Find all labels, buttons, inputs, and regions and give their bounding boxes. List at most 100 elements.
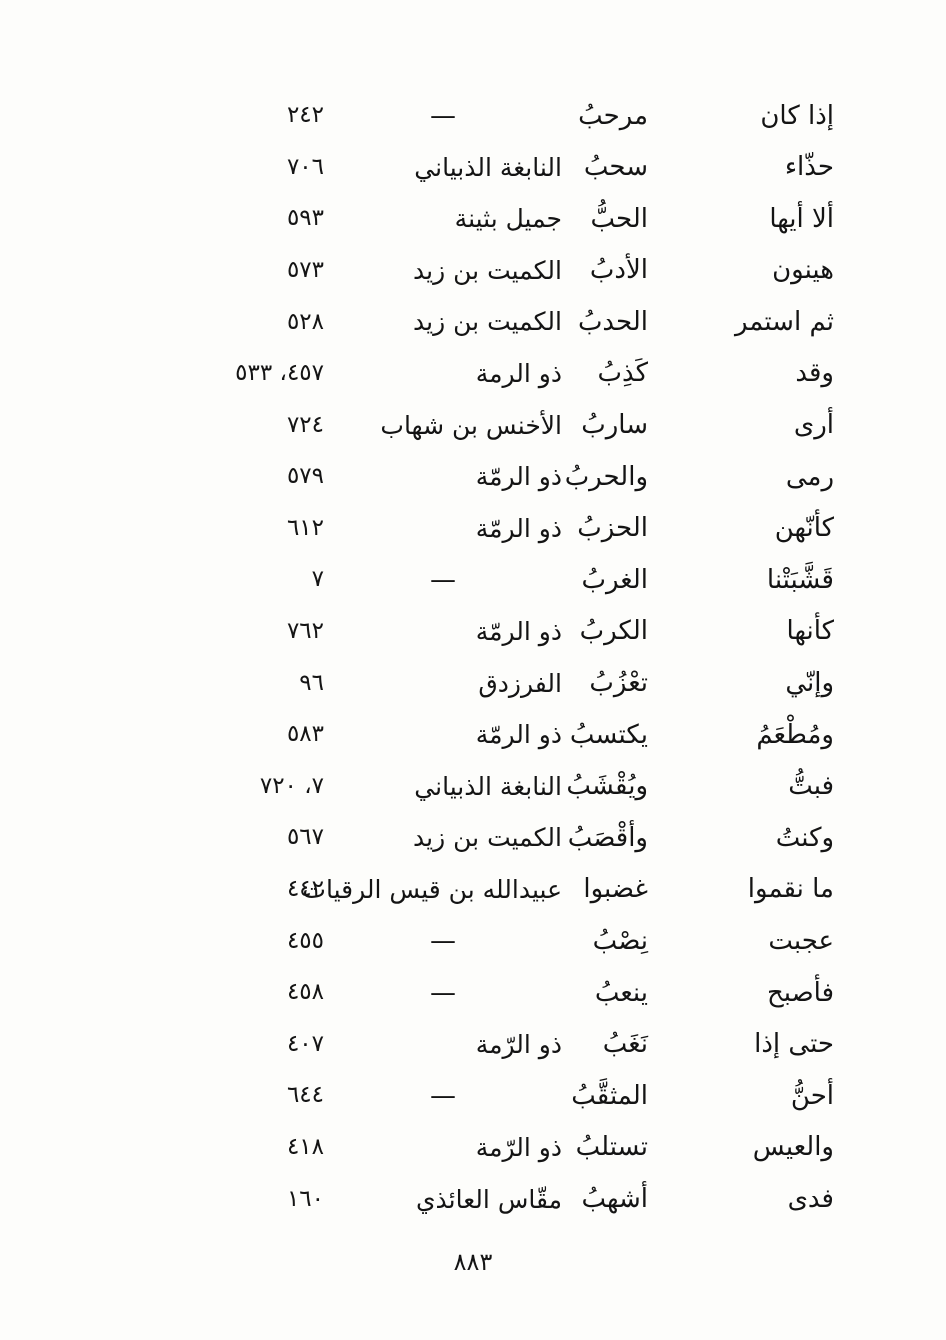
- page-ref: ٧، ٧٢٠: [259, 772, 324, 799]
- poet-name: —: [430, 926, 456, 956]
- poet-name: النابغة الذبياني: [414, 152, 562, 182]
- rhyme-word: ساربُ: [581, 410, 648, 441]
- page-ref: ٤٥٨: [286, 979, 324, 1006]
- poet-name: عبيدالله بن قيس الرقيات: [302, 874, 562, 904]
- index-row: ما نقموا غضبوا عبيدالله بن قيس الرقيات ٤٤٢: [0, 864, 834, 916]
- verse-opening: وقد: [795, 358, 834, 389]
- verse-opening: فأصبح: [766, 977, 834, 1008]
- rhyme-word: نَغَبُ: [602, 1029, 648, 1060]
- page-ref: ٥٦٧: [286, 824, 324, 851]
- poet-name: ذو الرّمة: [475, 1029, 562, 1059]
- index-row: هينون الأدبُ الكميت بن زيد ٥٧٣: [0, 245, 834, 297]
- index-row: رمى والحربُ ذو الرمّة ٥٧٩: [0, 451, 834, 503]
- page-ref: ٥٨٣: [286, 721, 324, 748]
- verse-opening: رمى: [785, 461, 834, 492]
- rhyme-word: وأقْصَبُ: [567, 822, 648, 853]
- verse-opening: ألا أيها: [769, 203, 834, 234]
- index-row: وكنتُ وأقْصَبُ الكميت بن زيد ٥٦٧: [0, 812, 834, 864]
- rhyme-word: تعْزُبُ: [589, 668, 648, 699]
- verse-opening: هينون: [772, 255, 834, 286]
- verse-opening: أحنُّ: [790, 1080, 834, 1111]
- poet-name: —: [430, 1080, 456, 1111]
- verse-opening: وإنّي: [785, 668, 834, 699]
- verse-opening: وكنتُ: [775, 822, 834, 853]
- verse-opening: كأنّهن: [774, 513, 834, 544]
- index-row: وقد كَذِبُ ذو الرمة ٤٥٧، ٥٣٣: [0, 348, 834, 400]
- page-ref: ٤٥٧، ٥٣٣: [235, 360, 324, 387]
- poet-name: مقّاس العائذي: [415, 1184, 562, 1214]
- verse-opening: كأنها: [786, 616, 834, 647]
- poet-name: ذو الرمة: [475, 359, 562, 389]
- poet-name: جميل بثينة: [454, 204, 562, 234]
- index-row: فبتُّ ويُقْشَبُ النابغة الذبياني ٧، ٧٢٠: [0, 761, 834, 813]
- index-row: ثم استمر الحدبُ الكميت بن زيد ٥٢٨: [0, 296, 834, 348]
- verse-opening: ثم استمر: [734, 306, 834, 337]
- page-ref: ٥٧٣: [286, 256, 324, 283]
- rhyme-word: الأدبُ: [589, 255, 648, 286]
- verse-opening: حذّاء: [784, 152, 834, 183]
- index-row: أرى ساربُ الأخنس بن شهاب ٧٢٤: [0, 400, 834, 452]
- rhyme-word: كَذِبُ: [597, 358, 648, 389]
- page-ref: ٥٩٣: [286, 205, 324, 232]
- poet-name: ذو الرمّة: [475, 513, 562, 543]
- page-ref: ٧٦٢: [286, 618, 324, 645]
- page-ref: ٧٢٤: [286, 411, 324, 438]
- index-row: حتى إذا نَغَبُ ذو الرّمة ٤٠٧: [0, 1019, 834, 1071]
- verse-opening: أرى: [793, 410, 834, 441]
- page-ref: ٤١٨: [286, 1134, 324, 1161]
- poet-name: ذو الرمّة: [475, 720, 562, 750]
- index-row: والعيس تستلبُ ذو الرّمة ٤١٨: [0, 1122, 834, 1174]
- index-row: أحنُّ المثقَّبُ — ٦٤٤: [0, 1070, 834, 1122]
- poet-name: الكميت بن زيد: [413, 255, 562, 285]
- index-row: فأصبح ينعبُ — ٤٥٨: [0, 967, 834, 1019]
- page-ref: ٧٠٦: [286, 153, 324, 180]
- rhyme-word: الحبُّ: [590, 203, 648, 234]
- page-ref: ١٦٠: [286, 1185, 324, 1212]
- verse-opening: قَشَّبَتْنا: [766, 564, 834, 595]
- poet-name: —: [430, 977, 456, 1008]
- index-row: ومُطْعَمُ يكتسبُ ذو الرمّة ٥٨٣: [0, 709, 834, 761]
- poet-name: —: [430, 564, 456, 595]
- page-ref: ٩٦: [299, 669, 324, 696]
- verse-opening: ما نقموا: [747, 874, 834, 905]
- index-row: وإنّي تعْزُبُ الفرزدق ٩٦: [0, 658, 834, 710]
- rhyme-word: تستلبُ: [575, 1132, 648, 1163]
- poet-name: النابغة الذبياني: [414, 771, 562, 801]
- rhyme-word: ويُقْشَبُ: [566, 771, 648, 802]
- poet-name: الكميت بن زيد: [413, 307, 562, 337]
- index-row: كأنها الكربُ ذو الرمّة ٧٦٢: [0, 606, 834, 658]
- poet-name: ذو الرّمة: [475, 1132, 562, 1162]
- verse-opening: عجبت: [768, 926, 834, 956]
- poet-name: الأخنس بن شهاب: [380, 410, 562, 440]
- page-ref: ٦٤٤: [286, 1082, 324, 1109]
- rhyme-word: الغربُ: [581, 564, 648, 595]
- rhyme-index: إذا كان مرحبُ — ٢٤٢ حذّاء سحبُ النابغة الذبيان…: [0, 90, 834, 1225]
- index-row: حذّاء سحبُ النابغة الذبياني ٧٠٦: [0, 142, 834, 194]
- page-ref: ٤٠٧: [286, 1030, 324, 1057]
- page-ref: ٥٢٨: [286, 308, 324, 335]
- rhyme-word: الكربُ: [579, 616, 648, 647]
- rhyme-word: ينعبُ: [594, 977, 648, 1008]
- page-ref: ٢٤٢: [286, 102, 324, 129]
- rhyme-word: الحزبُ: [577, 513, 648, 544]
- poet-name: ذو الرمّة: [475, 462, 562, 492]
- rhyme-word: غضبوا: [583, 874, 648, 905]
- verse-opening: حتى إذا: [754, 1029, 834, 1060]
- verse-opening: فدى: [787, 1183, 834, 1214]
- page-ref: ٧: [311, 566, 324, 593]
- page-ref: ٦١٢: [286, 514, 324, 541]
- rhyme-word: نِصْبُ: [592, 926, 648, 956]
- index-row: كأنّهن الحزبُ ذو الرمّة ٦١٢: [0, 503, 834, 555]
- rhyme-word: والحربُ: [564, 461, 648, 492]
- rhyme-word: يكتسبُ: [569, 719, 648, 750]
- index-row: فدى أشهبُ مقّاس العائذي ١٦٠: [0, 1173, 834, 1225]
- index-row: قَشَّبَتْنا الغربُ — ٧: [0, 554, 834, 606]
- poet-name: الفرزدق: [478, 668, 562, 698]
- poet-name: الكميت بن زيد: [413, 823, 562, 853]
- rhyme-word: الحدبُ: [577, 306, 648, 337]
- page-ref: ٥٧٩: [286, 463, 324, 490]
- index-row: عجبت نِصْبُ — ٤٥٥: [0, 916, 834, 968]
- poet-name: ذو الرمّة: [475, 616, 562, 646]
- page-ref: ٤٤٢: [286, 876, 324, 903]
